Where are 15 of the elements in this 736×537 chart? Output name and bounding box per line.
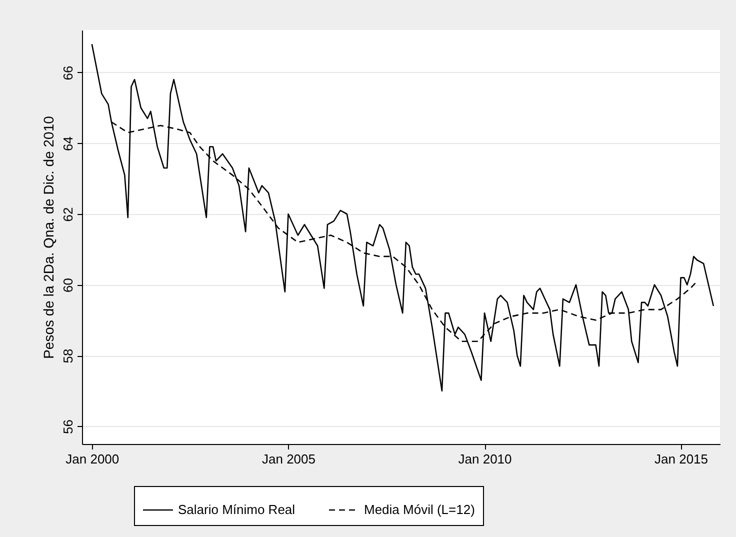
y-axis-title: Pesos de la 2Da. Qna. de Dic. de 2010	[40, 116, 56, 359]
x-tick-label: Jan 2015	[654, 452, 708, 466]
y-tick-label: 56	[60, 420, 76, 434]
y-tick-label: 60	[60, 278, 76, 293]
legend-label: Salario Mínimo Real	[178, 502, 296, 517]
y-tick-label: 62	[60, 207, 76, 222]
line-series	[110, 121, 698, 342]
legend-label: Media Móvil (L=12)	[364, 502, 475, 517]
y-tick-label: 64	[60, 136, 76, 151]
x-tick-label: Jan 2000	[66, 452, 120, 466]
x-tick-label: Jan 2010	[458, 452, 512, 466]
line-series	[91, 44, 714, 392]
x-tick-label: Jan 2005	[262, 452, 316, 466]
y-tick-label: 58	[60, 348, 76, 364]
y-tick-label: 66	[60, 66, 76, 80]
